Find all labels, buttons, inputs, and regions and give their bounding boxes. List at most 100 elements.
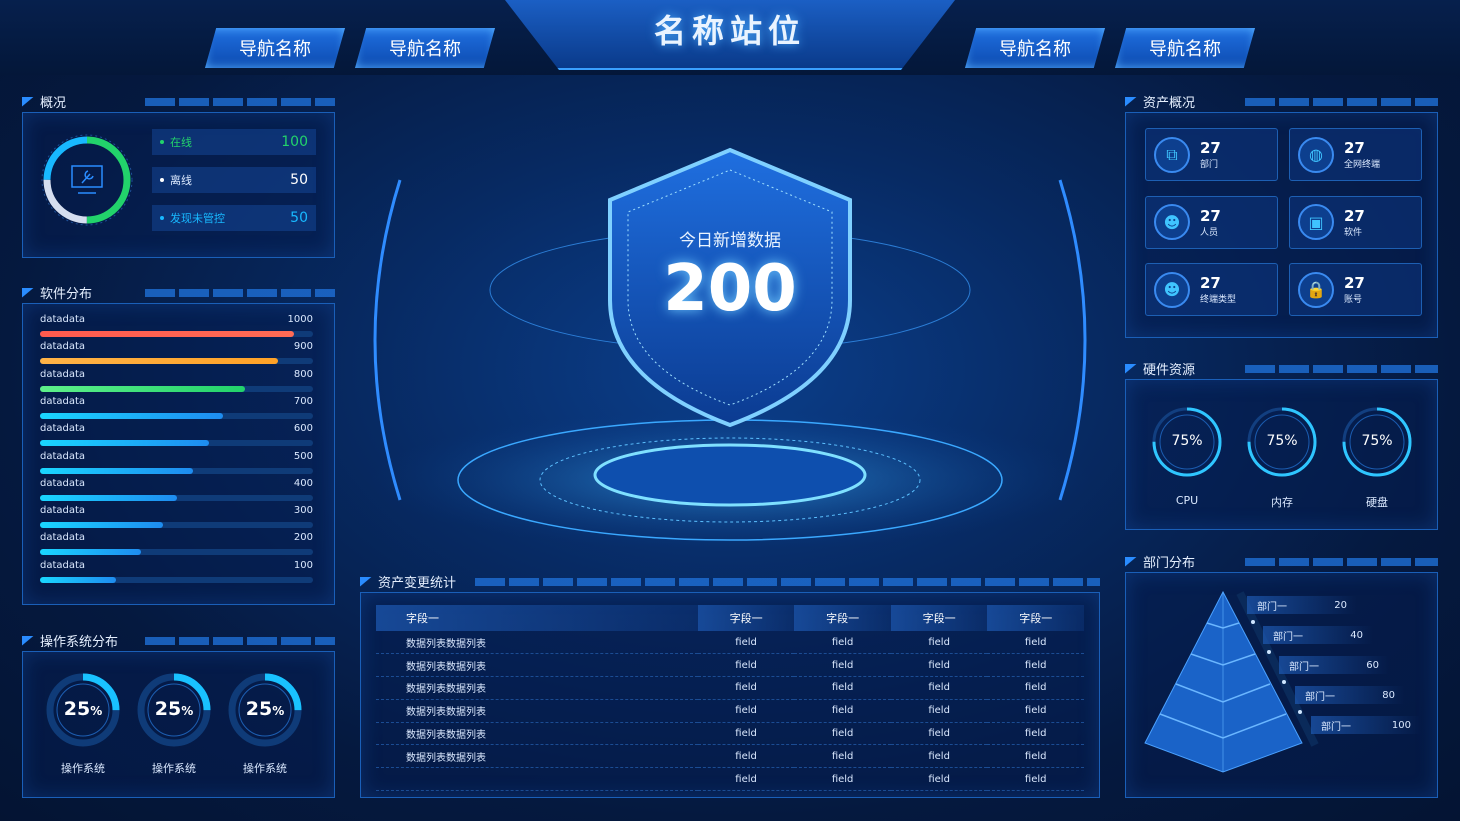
table-row[interactable]: field field field field (376, 767, 1084, 792)
bar-value: 300 (293, 505, 313, 517)
table-cell: field (697, 631, 795, 655)
column-header[interactable]: 字段一 (794, 605, 891, 631)
bar-track (40, 576, 313, 583)
os-ring (228, 673, 302, 747)
table-cell: field (890, 699, 988, 723)
column-header[interactable]: 字段一 (697, 605, 795, 631)
table-row[interactable]: 数据列表数据列表 field field field field (376, 631, 1084, 655)
hardware-percent: 75% (1361, 433, 1393, 449)
bar-value: 400 (293, 477, 313, 489)
table-row[interactable]: 数据列表数据列表 field field field field (376, 744, 1084, 769)
group-icon: ☻ (1154, 271, 1190, 308)
hardware-ring (1152, 407, 1222, 477)
overview-title: 概况 (22, 92, 66, 111)
department-value: 40 (1350, 629, 1363, 641)
table-cell: 数据列表数据列表 (376, 676, 698, 700)
software-bar-row: datadata 400 (40, 478, 313, 501)
table-cell: field (794, 767, 891, 792)
department-value: 60 (1366, 659, 1379, 671)
ring-inner (238, 683, 292, 737)
column-header[interactable]: 字段一 (890, 605, 988, 631)
table-row[interactable]: 数据列表数据列表 field field field field (376, 699, 1084, 723)
software-bar-row: datadata 900 (40, 341, 313, 365)
bar-fill (40, 385, 245, 392)
os-value: 25 (154, 698, 182, 720)
assets-title: 资产概况 (1125, 92, 1195, 111)
bar-fill (40, 331, 294, 337)
globe-icon: ◍ (1298, 136, 1334, 173)
software-bar-row: datadata 1000 (40, 314, 313, 337)
table-row[interactable]: 数据列表数据列表 field field field field (376, 676, 1084, 700)
bar-track (40, 440, 313, 447)
center-hologram (370, 147, 1090, 550)
overview-ring (41, 134, 133, 226)
hardware-ring (1342, 407, 1412, 477)
section-decoration (145, 637, 335, 645)
asset-label: 人员 (1200, 227, 1219, 238)
asset-card[interactable]: ☻ 27 终端类型 (1145, 263, 1278, 316)
stat-value: 100 (281, 134, 308, 150)
hardware-percent: 75% (1171, 433, 1203, 449)
platform-disc (593, 443, 867, 507)
os-label: 操作系统 (243, 762, 287, 775)
os-unit: % (272, 704, 285, 718)
bar-fill (40, 358, 278, 365)
table-cell: field (794, 722, 891, 746)
platform-ring-mid (539, 437, 921, 523)
table-row[interactable]: 数据列表数据列表 field field field field (376, 653, 1084, 678)
stat-label: 发现未管控 (170, 212, 225, 225)
ring-inner (56, 683, 110, 737)
table-cell: field (890, 676, 988, 700)
table-cell: field (890, 722, 988, 746)
bar-track (40, 358, 313, 365)
people-icon: ☻ (1154, 204, 1190, 240)
os-value: 25 (63, 698, 91, 720)
stat-row: 离线 50 (152, 167, 316, 193)
ring-fill (137, 673, 211, 747)
bar-label: datadata (40, 559, 86, 571)
os-title: 操作系统分布 (22, 631, 118, 650)
arc-left (373, 179, 402, 501)
ring-fill (228, 673, 302, 747)
hardware-label: CPU (1175, 494, 1199, 507)
os-ring (137, 673, 211, 747)
department-pyramid (1144, 590, 1319, 773)
table-cell: field (987, 767, 1084, 792)
nav-item-3[interactable]: 导航名称 (965, 28, 1105, 68)
os-unit: % (181, 704, 194, 718)
os-title-text: 操作系统分布 (40, 635, 119, 650)
overview-title-text: 概况 (40, 96, 67, 111)
table-cell: 数据列表数据列表 (376, 631, 698, 655)
ring-fill (1152, 407, 1222, 477)
lock-icon: 🔒 (1298, 271, 1334, 308)
software-bar-row: datadata 600 (40, 423, 313, 447)
asset-label: 软件 (1344, 227, 1363, 238)
asset-card[interactable]: ☻ 27 人员 (1145, 195, 1278, 249)
bar-track (40, 549, 313, 556)
software-bar-row: datadata 500 (40, 451, 313, 474)
os-label: 操作系统 (61, 762, 105, 775)
table-row[interactable]: 数据列表数据列表 field field field field (376, 722, 1084, 746)
bar-label: datadata (40, 532, 86, 544)
column-header[interactable]: 字段一 (987, 605, 1084, 631)
hardware-ring (1247, 407, 1317, 477)
changes-title-text: 资产变更统计 (378, 576, 457, 591)
department-label: 部门一 100 (1311, 716, 1421, 734)
asset-card[interactable]: ⧉ 27 部门 (1145, 128, 1278, 181)
ring-segment (43, 136, 131, 224)
department-name: 部门一 (1305, 691, 1335, 703)
table-cell: field (794, 676, 891, 700)
asset-card[interactable]: ◍ 27 全网终端 (1289, 128, 1422, 181)
department-name: 部门一 (1257, 601, 1287, 613)
nav-item-4[interactable]: 导航名称 (1115, 28, 1255, 68)
nav-item-1[interactable]: 导航名称 (205, 28, 345, 68)
nav-item-2[interactable]: 导航名称 (355, 28, 495, 68)
os-unit: % (90, 704, 103, 718)
bar-value: 600 (293, 423, 313, 435)
bar-track (40, 331, 313, 337)
table-cell: 数据列表数据列表 (376, 653, 698, 678)
asset-card[interactable]: 🔒 27 账号 (1289, 263, 1422, 316)
column-header[interactable]: 字段一 (376, 605, 698, 631)
ring-fill (46, 673, 120, 747)
asset-card[interactable]: ▣ 27 软件 (1289, 195, 1422, 249)
